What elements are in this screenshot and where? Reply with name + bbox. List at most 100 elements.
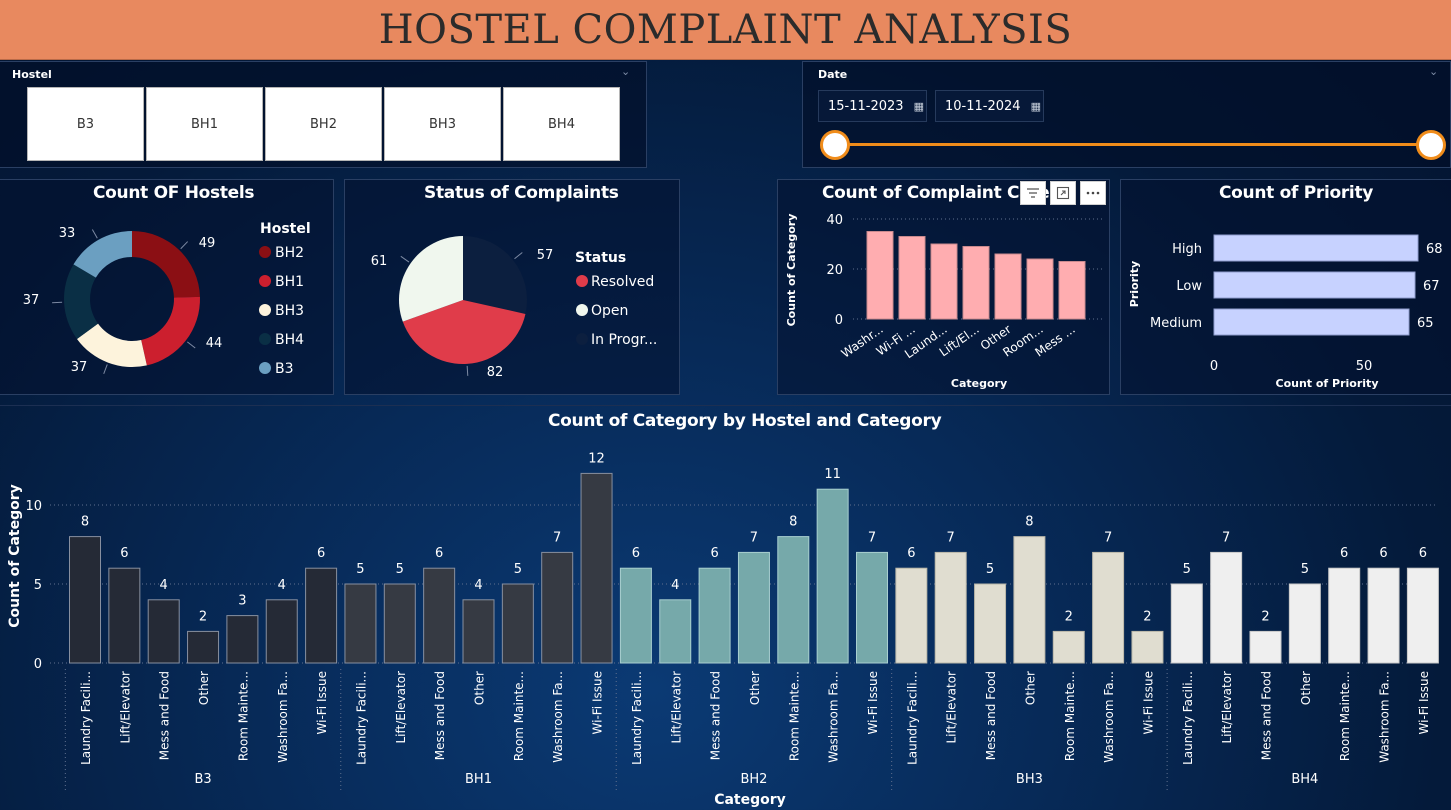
end-date-value: 10-11-2024	[945, 98, 1021, 114]
bar-bh1-laundry-facili	[344, 583, 377, 664]
legend-label-bh4: BH4	[275, 332, 304, 348]
bar-b3-washroom-fa	[265, 599, 298, 664]
data-label: 2	[1065, 609, 1073, 624]
date-range-track[interactable]	[835, 143, 1433, 146]
legend-label-in-progr: In Progr...	[591, 332, 657, 348]
bar-bh2-lift-elevator	[659, 599, 692, 664]
bar-bh1-washroom-fa	[541, 551, 574, 664]
data-label: 6	[120, 546, 128, 561]
bar-laund	[930, 243, 958, 320]
bar-bh3-mess-and-food	[974, 583, 1007, 664]
leader-line	[91, 229, 98, 239]
bar-room	[1026, 258, 1054, 320]
bar-bh1-room-mainte	[501, 583, 534, 664]
hostels-donut-chart: 49 44 37 37 33 Hostel BH2 BH1 BH3 BH4 B3	[23, 221, 311, 377]
more-options-icon[interactable]	[1080, 181, 1106, 205]
data-label-high: 68	[1426, 242, 1443, 257]
bar-bh4-wi-fi-issue	[1406, 567, 1439, 664]
x-tick-label: Room Mainte...	[787, 671, 801, 761]
bar-bh4-lift-elevator	[1210, 551, 1243, 664]
legend-marker-bh2	[259, 246, 271, 258]
y-axis-title: Count of Category	[785, 214, 798, 327]
x-tick-label: Lift/Elevator	[118, 671, 132, 744]
hostel-tile-b3[interactable]: B3	[27, 87, 144, 161]
data-label: 5	[396, 562, 404, 577]
date-end-handle[interactable]	[1416, 130, 1446, 160]
y-tick-label: High	[1172, 242, 1202, 257]
data-label: 7	[750, 530, 758, 545]
bar-b3-room-mainte	[226, 615, 259, 664]
y-tick-label: 10	[25, 499, 42, 514]
date-start-handle[interactable]	[820, 130, 850, 160]
bar-bh1-other	[462, 599, 495, 664]
hostel-tile-bh3[interactable]: BH3	[384, 87, 501, 161]
date-slicer: Date ⌄ 15-11-2023 ▦ 10-11-2024 ▦	[802, 61, 1451, 168]
y-tick-label: 5	[34, 578, 42, 593]
calendar-icon[interactable]: ▦	[1030, 99, 1041, 113]
bar-lift-el	[962, 246, 990, 320]
y-tick-label: Low	[1176, 279, 1202, 294]
data-label-bh1: 44	[206, 336, 223, 351]
hostels-chart-title: Count OF Hostels	[93, 183, 255, 203]
hostel-slicer-title: Hostel	[12, 68, 52, 81]
focus-mode-icon[interactable]	[1050, 181, 1076, 205]
x-axis-title: Count of Priority	[1276, 377, 1379, 390]
date-slicer-title: Date	[818, 68, 848, 81]
bar-bh3-laundry-facili	[895, 567, 928, 664]
hostel-tile-bh1[interactable]: BH1	[146, 87, 263, 161]
category-chart-title: Count of Complaint Cate	[822, 183, 1050, 203]
donut-slice-bh2	[132, 231, 200, 298]
bar-b3-laundry-facili	[69, 536, 101, 664]
bar-bh4-washroom-fa	[1367, 567, 1400, 664]
x-tick-label: Mess and Food	[433, 671, 447, 760]
start-date-field[interactable]: 15-11-2023 ▦	[818, 90, 927, 122]
x-tick-label: Lift/Elevator	[669, 671, 683, 744]
x-axis-title: Category	[714, 792, 786, 808]
chevron-down-icon[interactable]: ⌄	[1429, 65, 1439, 78]
x-tick-label: Other	[473, 671, 487, 705]
bar-bh4-mess-and-food	[1249, 630, 1282, 664]
category-by-hostel-visual: Count of Category by Hostel and Category…	[0, 405, 1451, 810]
bar-b3-wi-fi-issue	[305, 567, 338, 664]
x-tick-label: Mess and Food	[709, 671, 723, 760]
x-tick-label: Laundry Facili...	[905, 671, 919, 765]
x-tick-label: Other	[1299, 671, 1313, 705]
x-tick-label: Laundry Facili...	[1181, 671, 1195, 765]
legend-label-bh1: BH1	[275, 274, 304, 290]
hostel-tile-bh4[interactable]: BH4	[503, 87, 620, 161]
priority-bar-chart: High 68 Low 67 Medium 65 0 50 Priority Count of P…	[1128, 234, 1443, 390]
legend-marker-in-progr	[576, 333, 588, 345]
bar-b3-lift-elevator	[108, 567, 141, 664]
status-pie-visual: Status of Complaints 57 82 61 Status Resolve…	[344, 179, 680, 395]
start-date-value: 15-11-2023	[828, 98, 904, 114]
chevron-down-icon[interactable]: ⌄	[621, 65, 631, 78]
hostel-tile-bh2[interactable]: BH2	[265, 87, 382, 161]
donut-slice-bh3	[76, 323, 147, 367]
data-label-in-progr: 57	[537, 248, 554, 263]
x-tick-label: Mess and Food	[984, 671, 998, 760]
x-tick-label: Lift/Elevator	[394, 671, 408, 744]
legend-marker-bh3	[259, 304, 271, 316]
data-label: 2	[1143, 609, 1151, 624]
leader-line	[466, 365, 469, 376]
data-label: 7	[1104, 530, 1112, 545]
bar-bh3-lift-elevator	[934, 551, 967, 664]
data-label-low: 67	[1423, 279, 1440, 294]
data-label: 8	[1025, 515, 1033, 530]
data-label: 7	[553, 530, 561, 545]
bar-low	[1213, 271, 1416, 299]
bar-bh4-other	[1288, 583, 1321, 664]
y-axis-title: Priority	[1128, 261, 1141, 307]
data-label: 2	[199, 609, 207, 624]
bar-bh2-other	[737, 551, 770, 664]
x-tick-label: 0	[1210, 359, 1218, 374]
end-date-field[interactable]: 10-11-2024 ▦	[935, 90, 1044, 122]
dashboard-banner: HOSTEL COMPLAINT ANALYSIS	[0, 0, 1451, 60]
donut-slice-bh4	[64, 264, 99, 339]
filter-icon[interactable]	[1020, 181, 1046, 205]
x-tick-label: Other	[1023, 671, 1037, 705]
group-label-bh3: BH3	[1016, 772, 1043, 787]
hostel-category-chart-title: Count of Category by Hostel and Category	[548, 411, 942, 431]
calendar-icon[interactable]: ▦	[913, 99, 924, 113]
